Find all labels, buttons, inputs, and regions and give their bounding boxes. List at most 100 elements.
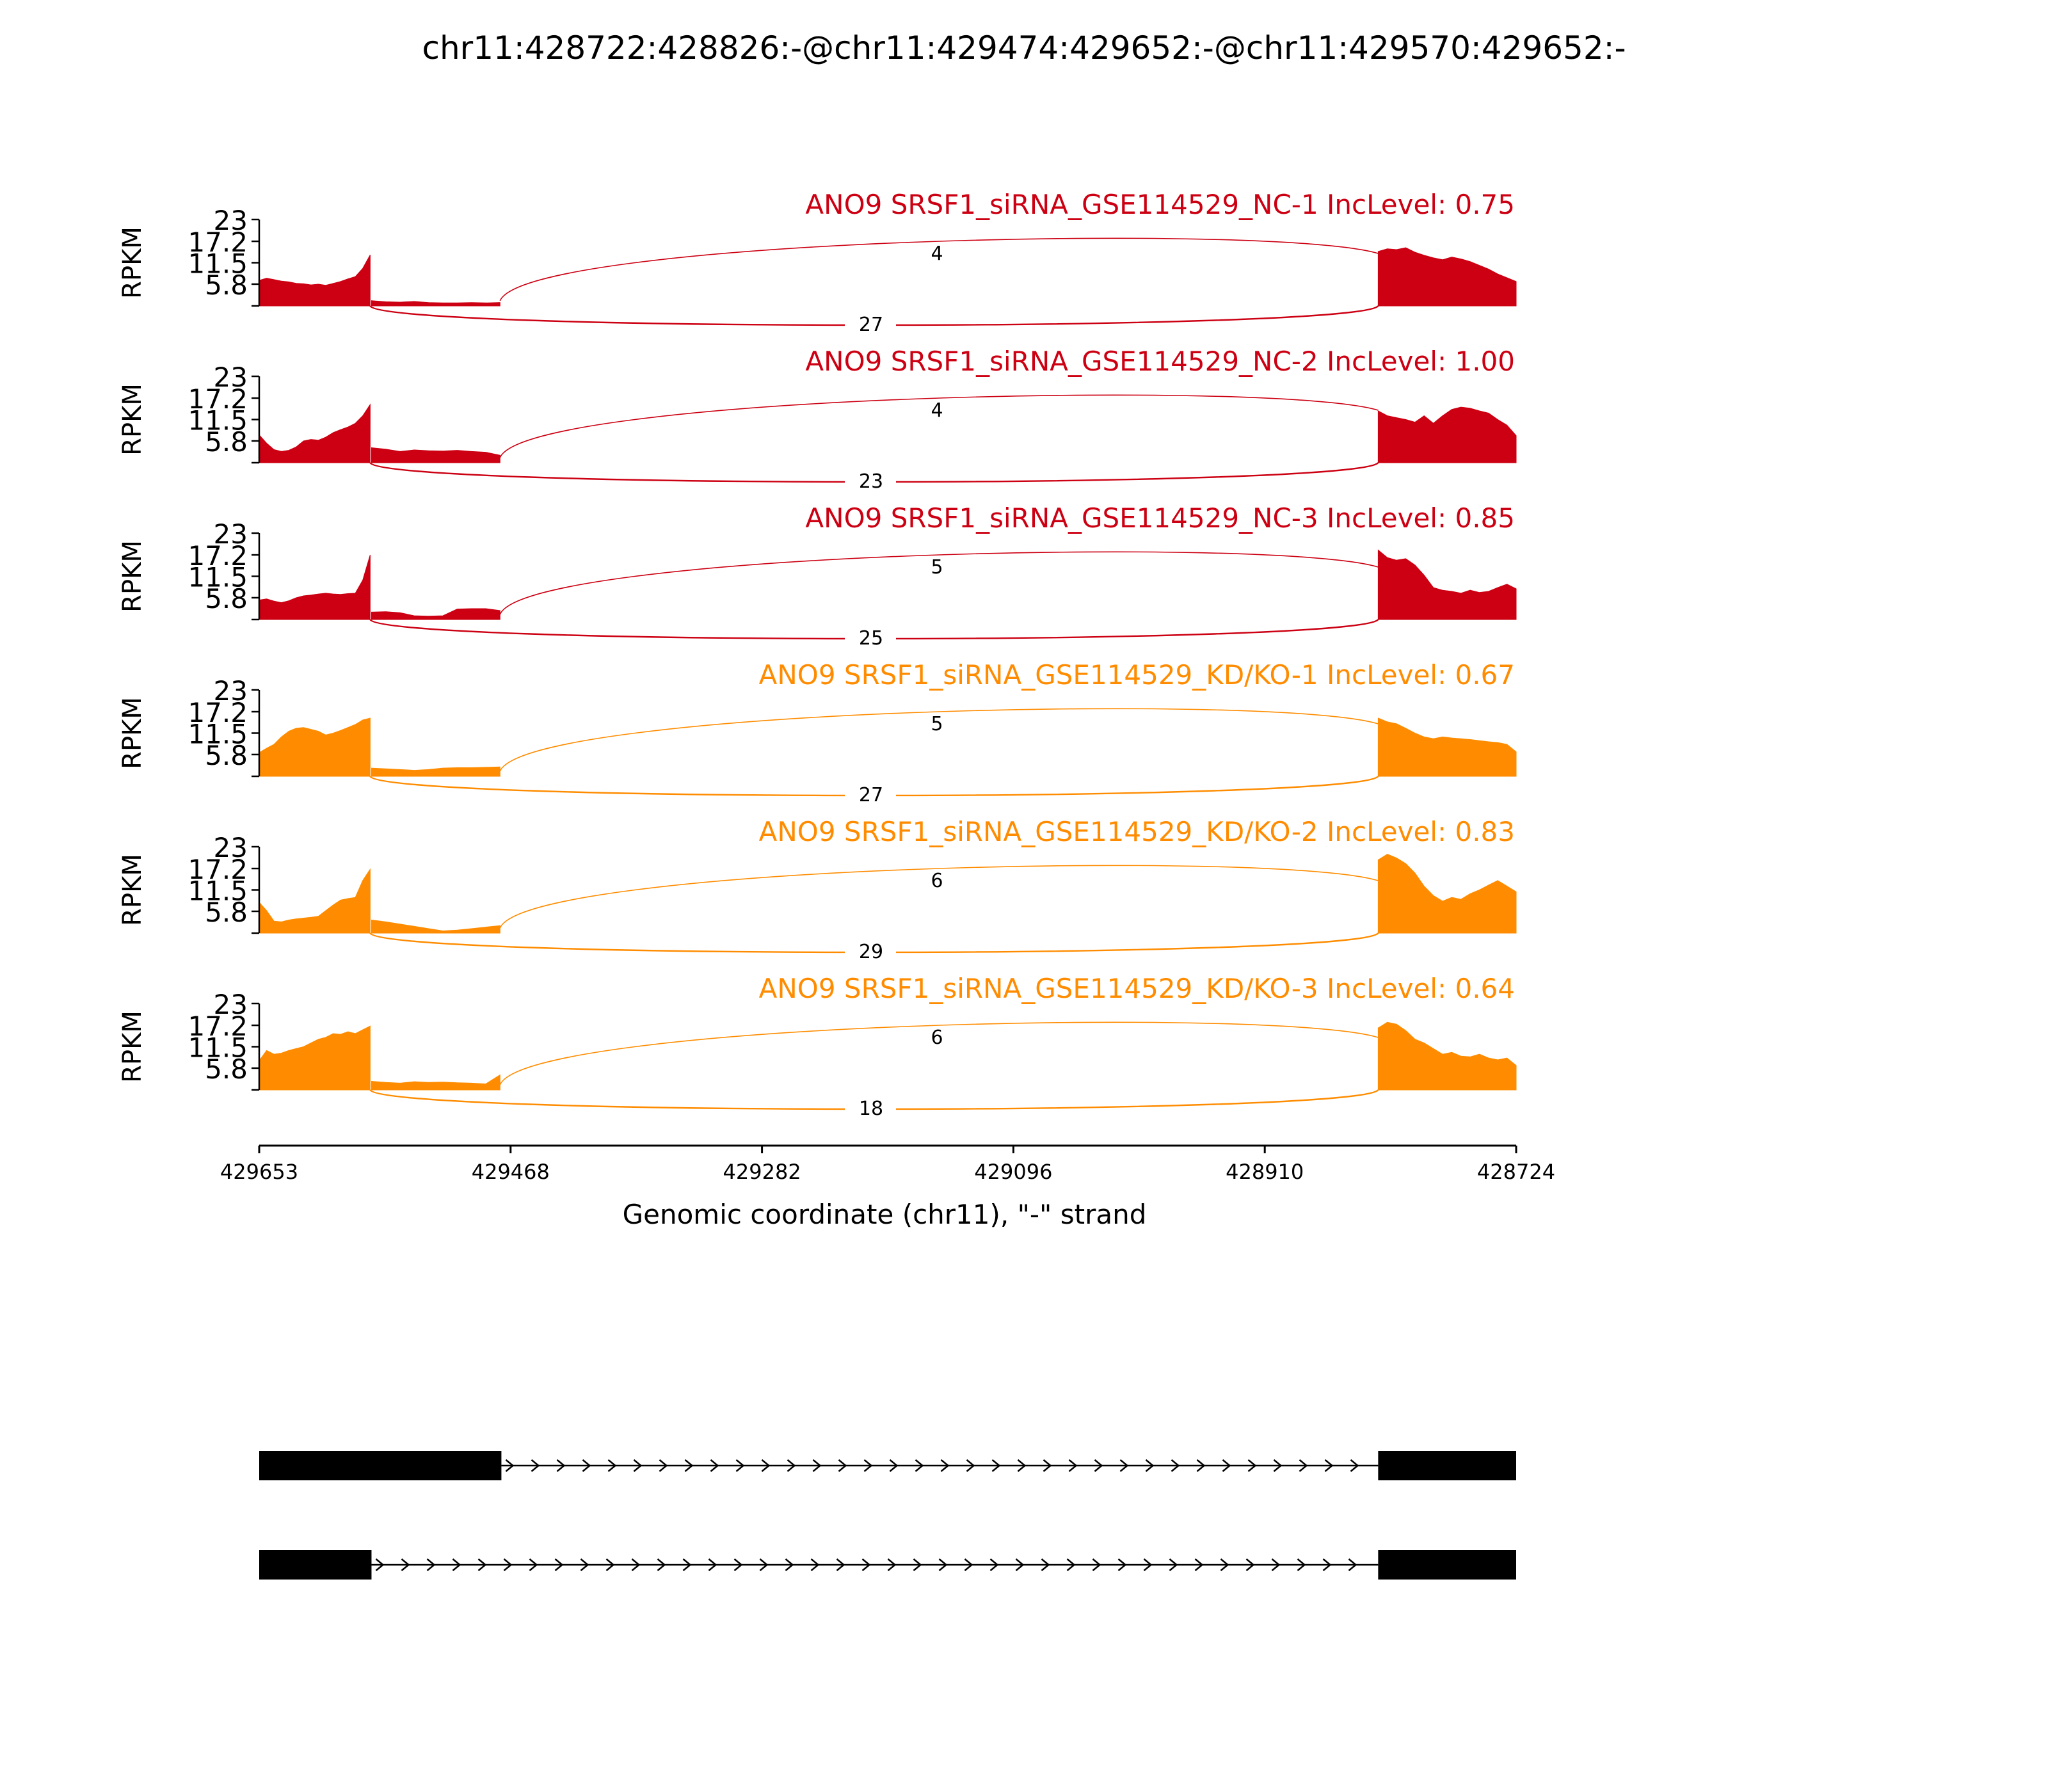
strand-arrow-icon (1017, 1459, 1027, 1472)
sample-panel: 6 18 ANO9 SRSF1_siRNA_GSE114529_KD/KO-3 In… (118, 973, 1517, 1120)
exon-block (259, 1550, 372, 1580)
sample-panel: 5 27 ANO9 SRSF1_siRNA_GSE114529_KD/KO-1 In… (118, 659, 1517, 806)
strand-arrow-icon (554, 1558, 564, 1571)
y-axis-label: RPKM (118, 1011, 147, 1083)
y-tick-label: 23 (214, 518, 248, 550)
transcript-track (259, 1451, 1516, 1480)
y-tick-label: 5.8 (205, 583, 248, 614)
strand-arrow-icon (889, 1459, 899, 1472)
y-tick-label: 11.5 (188, 562, 248, 593)
coverage-area (259, 717, 371, 777)
y-tick-label: 5.8 (205, 897, 248, 928)
y-tick-label: 11.5 (188, 405, 248, 436)
sample-panel: 4 23 ANO9 SRSF1_siRNA_GSE114529_NC-2 IncLe… (118, 346, 1517, 493)
strand-arrow-icon (633, 1459, 643, 1472)
strand-arrow-icon (1015, 1558, 1025, 1571)
strand-arrow-icon (426, 1558, 436, 1571)
coverage-area (371, 300, 500, 307)
sample-panels: 4 27 ANO9 SRSF1_siRNA_GSE114529_NC-1 IncLe… (118, 189, 1517, 1120)
junction-count-top: 5 (931, 556, 943, 579)
strand-arrow-icon (657, 1558, 666, 1571)
gene-model (259, 1451, 1516, 1580)
strand-arrow-icon (1068, 1459, 1078, 1472)
y-tick-label: 23 (214, 675, 248, 707)
transcript-track (259, 1550, 1516, 1580)
y-tick-label: 17.2 (188, 1011, 248, 1042)
junction-count-top: 4 (931, 399, 943, 422)
coverage-area (1377, 717, 1517, 777)
junction-count-bottom-bg (845, 628, 896, 647)
coverage-area (1377, 247, 1517, 307)
strand-arrow-icon (477, 1558, 487, 1571)
strand-arrow-icon (503, 1558, 513, 1571)
sample-title: ANO9 SRSF1_siRNA_GSE114529_KD/KO-1 IncLe… (759, 659, 1515, 691)
y-tick-label: 23 (214, 832, 248, 863)
y-axis-label: RPKM (118, 227, 147, 299)
strand-arrow-icon (401, 1558, 410, 1571)
y-tick-label: 23 (214, 362, 248, 393)
sample-title: ANO9 SRSF1_siRNA_GSE114529_NC-2 IncLevel… (805, 346, 1515, 377)
strand-arrow-icon (836, 1558, 845, 1571)
strand-arrow-icon (708, 1558, 717, 1571)
strand-arrow-icon (1143, 1558, 1153, 1571)
strand-arrow-icon (556, 1459, 566, 1472)
coverage-area (371, 1074, 500, 1091)
strand-arrow-icon (580, 1558, 589, 1571)
strand-arrow-icon (938, 1558, 948, 1571)
y-tick-label: 17.2 (188, 854, 248, 885)
sample-title: ANO9 SRSF1_siRNA_GSE114529_KD/KO-3 IncLe… (759, 973, 1515, 1004)
coverage-area (1377, 1021, 1517, 1091)
strand-arrow-icon (733, 1558, 743, 1571)
x-tick-label: 428724 (1477, 1160, 1555, 1184)
junction-arc-top (499, 237, 1379, 301)
strand-arrow-icon (1145, 1459, 1155, 1472)
strand-arrow-icon (1348, 1558, 1357, 1571)
strand-arrow-icon (452, 1558, 461, 1571)
y-tick-label: 11.5 (188, 876, 248, 907)
strand-arrow-icon (1299, 1459, 1308, 1472)
strand-arrow-icon (1094, 1459, 1103, 1472)
strand-arrow-icon (1043, 1459, 1052, 1472)
strand-arrow-icon (1169, 1558, 1178, 1571)
junction-count-bottom-bg (845, 1098, 896, 1117)
strand-arrow-icon (1222, 1459, 1231, 1472)
junction-arc-top (499, 865, 1379, 929)
strand-arrow-icon (605, 1558, 615, 1571)
y-tick-label: 5.8 (205, 269, 248, 301)
strand-arrow-icon (1245, 1558, 1255, 1571)
coverage-area (259, 254, 371, 307)
sample-title: ANO9 SRSF1_siRNA_GSE114529_NC-1 IncLevel… (805, 189, 1515, 220)
strand-arrow-icon (1066, 1558, 1076, 1571)
strand-arrow-icon (607, 1459, 617, 1472)
strand-arrow-icon (1119, 1459, 1129, 1472)
strand-arrow-icon (1041, 1558, 1050, 1571)
strand-arrow-icon (787, 1459, 796, 1472)
strand-arrow-icon (761, 1459, 771, 1472)
sample-panel: 6 29 ANO9 SRSF1_siRNA_GSE114529_KD/KO-2 In… (118, 816, 1517, 963)
strand-arrow-icon (759, 1558, 769, 1571)
strand-arrow-icon (659, 1459, 668, 1472)
junction-count-bottom: 25 (859, 627, 883, 650)
strand-arrow-icon (1273, 1459, 1283, 1472)
strand-arrow-icon (1271, 1558, 1281, 1571)
strand-arrow-icon (863, 1459, 873, 1472)
strand-arrow-icon (375, 1558, 385, 1571)
strand-arrow-icon (861, 1558, 871, 1571)
x-tick-label: 429096 (974, 1160, 1052, 1184)
strand-arrow-icon (1194, 1558, 1204, 1571)
strand-arrow-icon (1297, 1558, 1306, 1571)
x-tick-label: 429653 (220, 1160, 298, 1184)
junction-count-bottom-bg (845, 471, 896, 490)
junction-arc-top (499, 394, 1379, 458)
y-tick-label: 17.2 (188, 540, 248, 572)
coverage-area (259, 554, 371, 620)
strand-arrow-icon (991, 1459, 1001, 1472)
coverage-area (259, 868, 371, 934)
strand-arrow-icon (529, 1558, 538, 1571)
strand-arrow-icon (1322, 1558, 1332, 1571)
junction-count-bottom-bg (845, 314, 896, 333)
x-tick-label: 429282 (723, 1160, 801, 1184)
coverage-area (371, 766, 500, 777)
strand-arrow-icon (785, 1558, 794, 1571)
junction-count-bottom: 23 (859, 470, 883, 493)
